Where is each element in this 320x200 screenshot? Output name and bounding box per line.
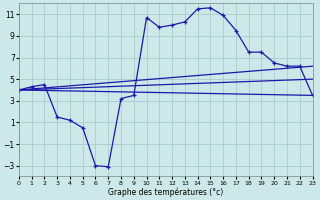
X-axis label: Graphe des températures (°c): Graphe des températures (°c) [108,187,223,197]
